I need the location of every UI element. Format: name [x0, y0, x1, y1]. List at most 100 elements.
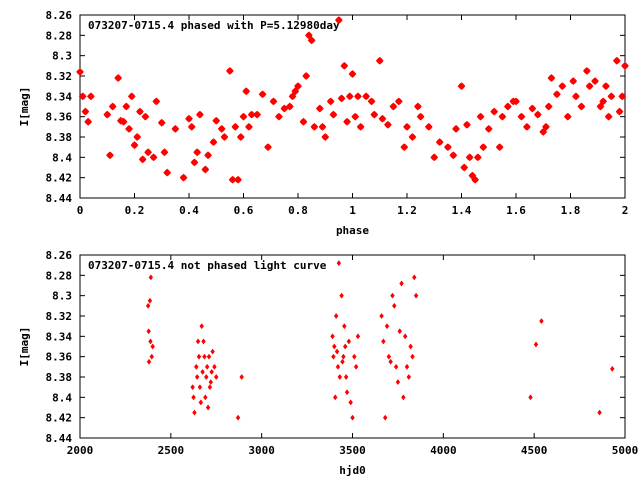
y-tick-label: 8.36 — [46, 351, 73, 364]
data-point — [146, 358, 152, 365]
data-point — [185, 114, 193, 123]
data-point — [563, 112, 572, 121]
data-point — [326, 97, 335, 106]
data-point — [350, 414, 355, 421]
data-point — [234, 175, 242, 184]
data-point — [498, 112, 507, 121]
x-tick-label: 1.4 — [452, 204, 472, 217]
data-point — [533, 110, 542, 119]
data-point — [413, 292, 419, 299]
data-point — [205, 404, 211, 411]
data-point — [381, 338, 386, 345]
x-tick-label: 1.6 — [506, 204, 526, 217]
x-tick-label: 2000 — [67, 444, 94, 457]
data-point — [138, 155, 147, 164]
y-axis-title: I[mag] — [18, 327, 31, 367]
data-point — [528, 104, 537, 113]
data-point — [495, 143, 504, 152]
data-point — [226, 67, 234, 75]
data-point — [406, 373, 412, 381]
data-point — [307, 36, 316, 45]
x-tick-label: 2 — [622, 204, 629, 217]
data-point — [342, 343, 348, 350]
y-tick-label: 8.42 — [46, 412, 73, 425]
data-point — [315, 104, 324, 113]
data-point — [444, 143, 452, 152]
data-point — [340, 358, 345, 365]
data-point — [213, 373, 219, 381]
data-point — [479, 143, 488, 152]
data-point — [397, 328, 402, 335]
data-point — [393, 363, 399, 370]
data-point — [355, 333, 361, 340]
data-point — [210, 348, 215, 355]
x-tick-label: 0.8 — [288, 204, 308, 217]
data-point — [199, 323, 204, 330]
y-tick-label: 8.44 — [46, 192, 73, 205]
data-point — [148, 274, 154, 281]
data-point — [171, 125, 180, 133]
y-tick-label: 8.44 — [46, 432, 73, 445]
chart-panel-2: 8.26 8.28 8.3 8.32 8.34 8.36 8.38 8.4 8.42 8.4420… — [18, 249, 638, 477]
y-tick-label: 8.34 — [46, 90, 73, 103]
data-point — [572, 92, 580, 101]
data-point — [337, 94, 346, 103]
data-point — [196, 110, 204, 119]
data-point — [528, 394, 533, 401]
data-point — [533, 341, 539, 348]
data-point — [449, 151, 458, 160]
data-point — [367, 97, 376, 106]
data-point — [187, 122, 196, 131]
data-point — [558, 82, 567, 91]
data-point — [204, 363, 210, 370]
data-point — [203, 373, 209, 381]
y-tick-label: 8.32 — [46, 310, 73, 323]
y-axis-title: I[mag] — [18, 87, 31, 127]
data-point — [130, 141, 139, 149]
data-point — [236, 133, 245, 141]
data-point — [390, 292, 395, 299]
data-point — [542, 122, 550, 131]
data-point — [465, 153, 474, 162]
data-point — [356, 122, 365, 131]
data-point — [410, 353, 415, 360]
data-point — [209, 368, 214, 375]
data-point — [577, 102, 586, 111]
y-tick-label: 8.32 — [46, 70, 73, 83]
data-point — [147, 297, 153, 304]
data-point — [114, 74, 122, 82]
x-tick-label: 3500 — [339, 444, 366, 457]
data-point — [141, 112, 150, 121]
data-point — [204, 151, 212, 160]
y-tick-label: 8.4 — [52, 151, 72, 164]
data-point — [610, 365, 615, 372]
data-point — [195, 338, 201, 345]
data-point — [148, 338, 153, 345]
data-point — [145, 302, 151, 309]
data-point — [602, 82, 610, 91]
data-point — [288, 92, 297, 101]
data-point — [280, 104, 289, 113]
x-tick-label: 1 — [349, 204, 356, 217]
data-point — [197, 384, 203, 391]
data-point — [81, 107, 90, 116]
data-point — [331, 353, 336, 360]
data-point — [370, 110, 379, 119]
data-point — [78, 92, 87, 101]
data-point — [336, 260, 342, 267]
y-tick-label: 8.26 — [46, 9, 73, 22]
data-point — [416, 112, 425, 121]
data-point — [239, 373, 244, 381]
plot-frame — [79, 254, 626, 439]
data-point — [490, 107, 499, 116]
data-point — [476, 112, 485, 121]
data-point — [392, 302, 397, 309]
data-point — [389, 102, 398, 111]
data-point — [136, 107, 144, 116]
data-point — [452, 125, 460, 133]
data-point — [179, 173, 188, 182]
x-tick-label: 2500 — [158, 444, 185, 457]
data-point — [424, 122, 433, 131]
data-point — [340, 61, 349, 70]
